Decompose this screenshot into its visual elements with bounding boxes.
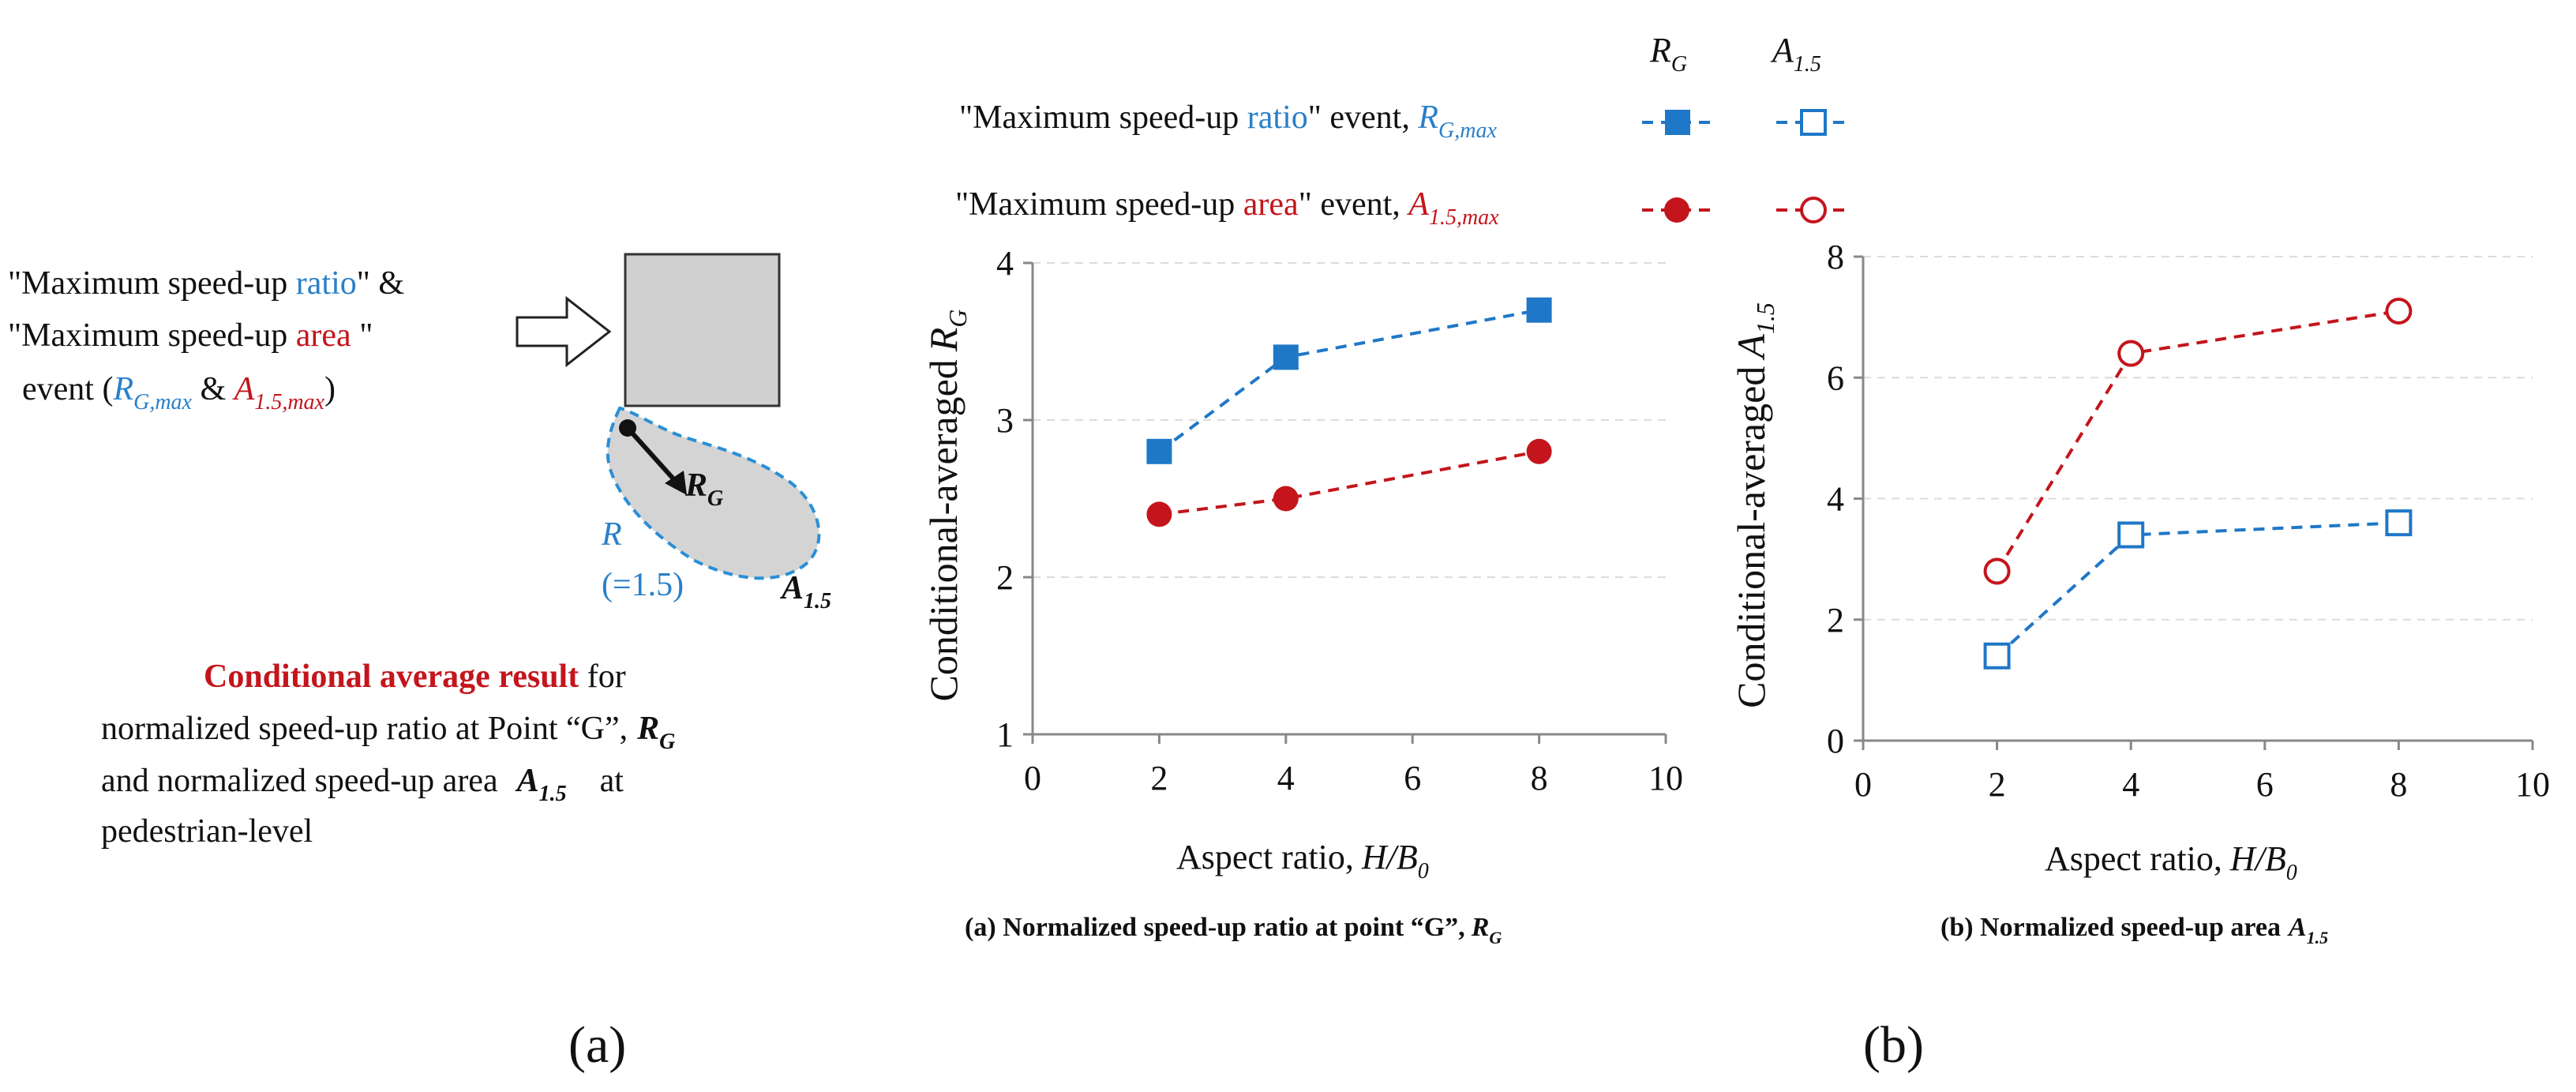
chart-a-xtick-label: 10 xyxy=(1648,759,1683,797)
chart-a-ytick-label: 1 xyxy=(996,715,1014,754)
chart-b-xtick-label: 2 xyxy=(1989,765,2006,804)
chart-b-ylabel: Conditional-averagedA1.5 xyxy=(1729,302,1779,708)
chart-a-ytick-label: 4 xyxy=(996,244,1014,283)
desc-line-2: normalized speed-up ratio at Point “G”, R… xyxy=(101,711,675,754)
rg-arrow-head xyxy=(665,471,687,495)
chart-b-ytick-label: 8 xyxy=(1827,238,1844,276)
legend-marker-circle-filled xyxy=(1664,197,1689,223)
chart-b-ytick-label: 0 xyxy=(1827,722,1844,760)
chart-b-series-0-line xyxy=(1996,521,2399,658)
chart-b-series-0-point xyxy=(2385,509,2413,537)
building-block xyxy=(624,253,781,407)
panel-label-b: (b) xyxy=(1863,1016,1924,1074)
legend-col2-header: A1.5 xyxy=(1770,31,1821,77)
chart-a-ytick-label: 2 xyxy=(996,558,1014,597)
chart-b-series-1-point xyxy=(1983,557,2011,585)
chart-b: 0 2 4 6 8 0 2 4 6 8 10 Aspect ratio, H/B0 Conditio… xyxy=(1729,238,2550,948)
panel-label-a: (a) xyxy=(568,1016,626,1074)
chart-b-ytick-label: 2 xyxy=(1827,601,1844,640)
chart-b-series-1-point xyxy=(2117,340,2145,367)
speedup-region xyxy=(606,406,821,580)
chart-a-ylabel: Conditional-averagedRG xyxy=(921,310,972,702)
rg-label: RG xyxy=(684,467,723,511)
chart-b-series-1-point xyxy=(2385,297,2413,325)
chart-b-caption: (b) Normalized speed-up area A1.5 xyxy=(1940,913,2328,948)
legend-marker-circle-open xyxy=(1800,197,1827,223)
chart-a-series-0-point xyxy=(1526,297,1552,323)
legend-row2-text: "Maximum speed-up area" event, A1.5,max xyxy=(955,186,1499,230)
desc-line-1: Conditional average result for xyxy=(204,659,626,695)
chart-b-xtick-label: 4 xyxy=(2122,765,2139,804)
chart-a-series-1-point xyxy=(1146,501,1172,527)
chart-b-ytick-label: 6 xyxy=(1827,358,1844,397)
hollow-arrow-icon xyxy=(516,295,612,368)
event-line-1: "Maximum speed-up ratio" & xyxy=(8,265,404,302)
r-label: R xyxy=(601,516,622,553)
chart-a-xtick-label: 2 xyxy=(1150,759,1168,797)
legend-marker-square-filled xyxy=(1665,110,1690,135)
desc-line-3: and normalized speed-up area A1.5 at xyxy=(101,763,624,806)
desc-line-4: pedestrian-level xyxy=(101,813,313,850)
event-line-3: event (RG,max & A1.5,max) xyxy=(22,371,336,415)
schematic: "Maximum speed-up ratio" & "Maximum spee… xyxy=(8,253,831,1074)
chart-a-xtick-label: 4 xyxy=(1277,759,1295,797)
event-line-2: "Maximum speed-up area " xyxy=(8,317,373,354)
chart-a-caption: (a) Normalized speed-up ratio at point “… xyxy=(965,913,1502,948)
chart-a: 1 2 3 4 0 2 4 6 8 10 Aspect ratio, H/B0 Condition… xyxy=(921,244,1683,948)
legend-row1-text: "Maximum speed-up ratio" event, RG,max xyxy=(959,99,1497,143)
chart-a-series-1-point xyxy=(1273,486,1299,512)
chart-a-ytick-label: 3 xyxy=(996,401,1014,440)
legend-marker-square-open xyxy=(1800,109,1827,136)
chart-b-series-0-point xyxy=(1983,642,2011,670)
chart-b-xtick-label: 8 xyxy=(2390,765,2407,804)
rg-arrow-shaft xyxy=(625,426,680,486)
legend-col1-header: RG xyxy=(1649,31,1687,77)
chart-b-xtick-label: 0 xyxy=(1854,765,1872,804)
chart-a-xlabel: Aspect ratio, H/B0 xyxy=(1176,838,1429,884)
chart-b-ytick-label: 4 xyxy=(1827,480,1844,519)
chart-b-xtick-label: 6 xyxy=(2256,765,2274,804)
chart-a-series-0-line xyxy=(1158,308,1539,453)
chart-b-gridlines xyxy=(1863,256,2533,621)
legend: RG A1.5 "Maximum speed-up ratio" event, … xyxy=(955,31,1851,230)
chart-a-xtick-label: 0 xyxy=(1024,759,1041,797)
chart-b-xtick-label: 10 xyxy=(2515,765,2550,804)
chart-a-series-0-point xyxy=(1273,344,1299,370)
chart-b-series-0-point xyxy=(2117,521,2145,549)
chart-a-series-1-point xyxy=(1526,438,1552,464)
chart-a-xtick-label: 6 xyxy=(1404,759,1421,797)
chart-a-series-0-point xyxy=(1146,438,1172,464)
chart-a-series-1-line xyxy=(1159,449,1539,516)
chart-a-gridlines xyxy=(1033,262,1666,578)
r-value: (=1.5) xyxy=(602,567,684,603)
chart-a-xtick-label: 8 xyxy=(1531,759,1548,797)
chart-b-xlabel: Aspect ratio, H/B0 xyxy=(2045,839,2297,885)
a-label: A1.5 xyxy=(779,570,831,614)
